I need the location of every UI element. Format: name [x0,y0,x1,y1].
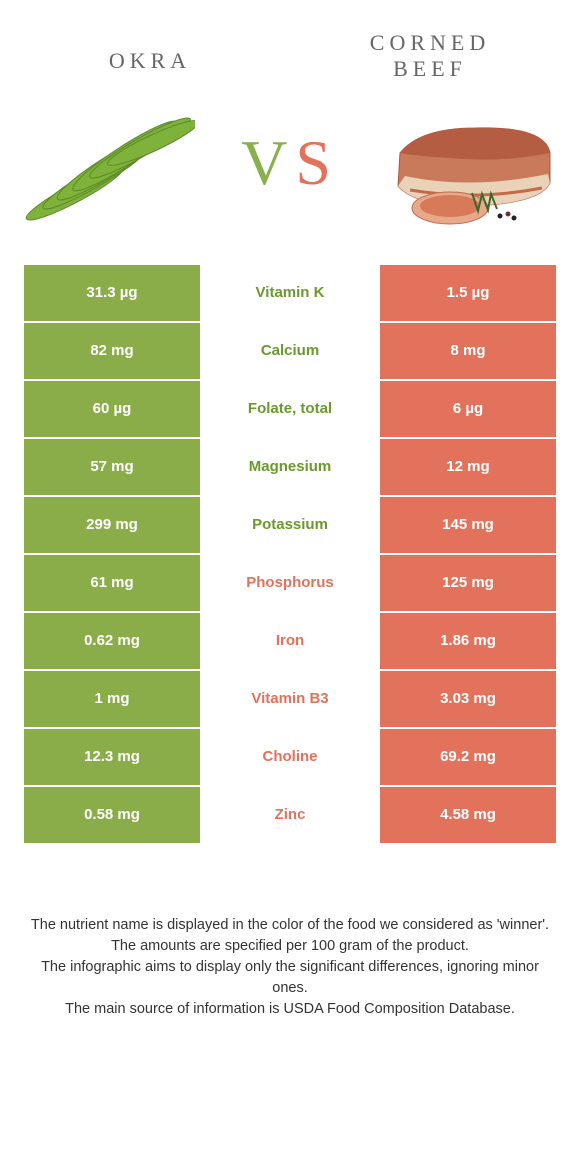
footnote-line: The infographic aims to display only the… [30,957,550,999]
table-row: 60 µgFolate, total6 µg [24,381,558,439]
footnote-line: The amounts are specified per 100 gram o… [30,936,550,957]
nutrient-label: Choline [202,729,380,787]
beef-value: 145 mg [380,497,558,555]
image-row: VS [0,83,580,263]
table-row: 0.62 mgIron1.86 mg [24,613,558,671]
beef-value: 1.86 mg [380,613,558,671]
table-row: 299 mgPotassium145 mg [24,497,558,555]
nutrient-label: Vitamin B3 [202,671,380,729]
nutrient-label: Phosphorus [202,555,380,613]
beef-value: 4.58 mg [380,787,558,845]
title-right: corned beef [330,30,530,83]
okra-value: 82 mg [24,323,202,381]
okra-value: 299 mg [24,497,202,555]
footnote-line: The nutrient name is displayed in the co… [30,915,550,936]
beef-value: 125 mg [380,555,558,613]
nutrient-label: Calcium [202,323,380,381]
title-right-line1: corned [330,30,530,56]
table-row: 12.3 mgCholine69.2 mg [24,729,558,787]
footnote: The nutrient name is displayed in the co… [30,915,550,1020]
beef-value: 3.03 mg [380,671,558,729]
beef-value: 8 mg [380,323,558,381]
nutrient-label: Zinc [202,787,380,845]
table-row: 31.3 µgVitamin K1.5 µg [24,265,558,323]
beef-value: 6 µg [380,381,558,439]
beef-value: 69.2 mg [380,729,558,787]
table-row: 57 mgMagnesium12 mg [24,439,558,497]
okra-value: 57 mg [24,439,202,497]
nutrient-label: Vitamin K [202,265,380,323]
beef-image [380,93,560,233]
nutrient-label: Potassium [202,497,380,555]
title-right-line2: beef [330,56,530,82]
okra-value: 1 mg [24,671,202,729]
beef-value: 12 mg [380,439,558,497]
okra-value: 12.3 mg [24,729,202,787]
nutrient-label: Iron [202,613,380,671]
table-row: 0.58 mgZinc4.58 mg [24,787,558,845]
okra-value: 0.58 mg [24,787,202,845]
okra-image [20,93,200,233]
table-row: 61 mgPhosphorus125 mg [24,555,558,613]
header: Okra corned beef [0,0,580,83]
footnote-line: The main source of information is USDA F… [30,999,550,1020]
table-row: 1 mgVitamin B33.03 mg [24,671,558,729]
nutrient-label: Folate, total [202,381,380,439]
nutrient-table: 31.3 µgVitamin K1.5 µg82 mgCalcium8 mg60… [22,263,558,845]
okra-value: 61 mg [24,555,202,613]
okra-value: 60 µg [24,381,202,439]
vs-s: S [295,127,339,198]
table-row: 82 mgCalcium8 mg [24,323,558,381]
vs-v: V [241,127,295,198]
okra-value: 0.62 mg [24,613,202,671]
title-left: Okra [50,30,250,83]
beef-value: 1.5 µg [380,265,558,323]
okra-value: 31.3 µg [24,265,202,323]
vs-label: VS [241,126,339,200]
nutrient-label: Magnesium [202,439,380,497]
